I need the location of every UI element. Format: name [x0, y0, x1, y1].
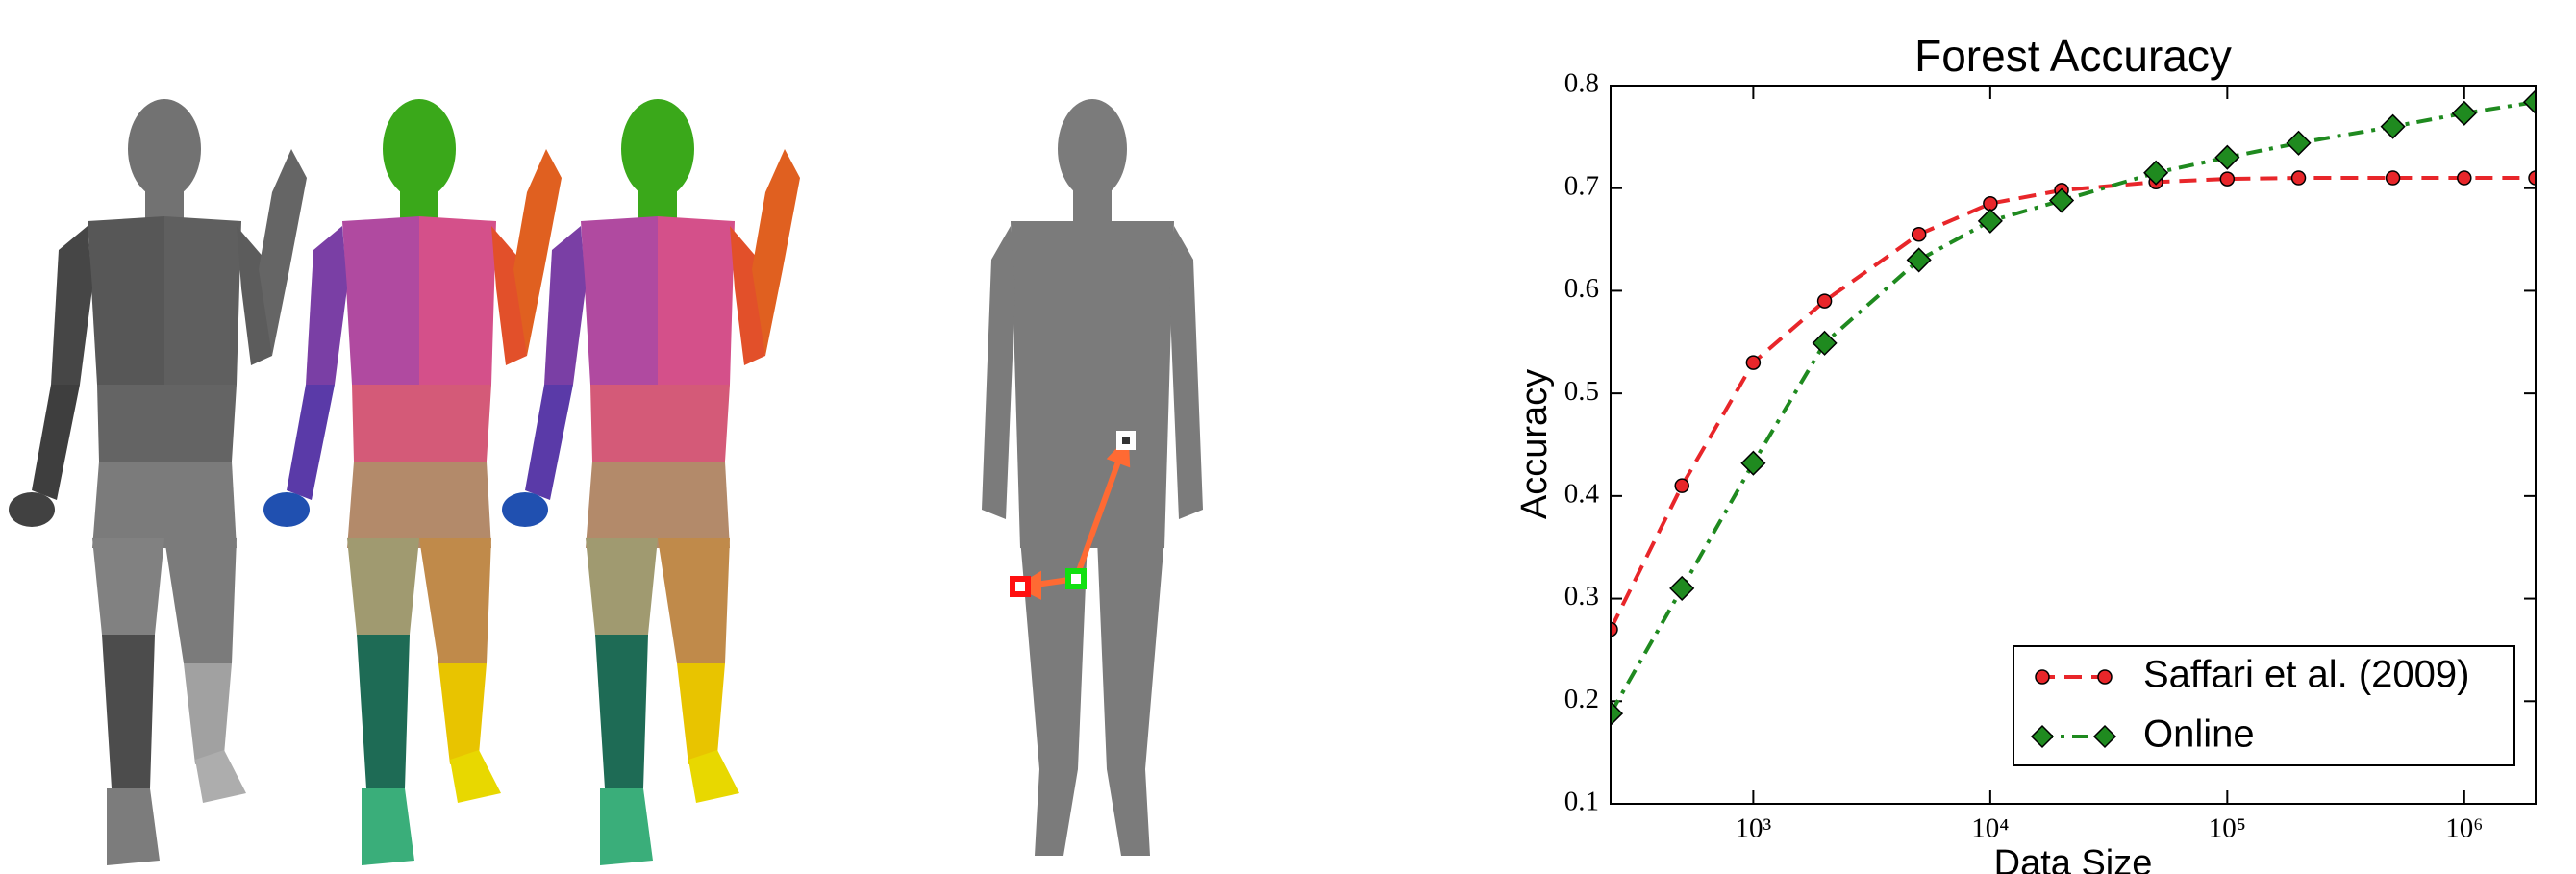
data-point: [2380, 113, 2406, 139]
data-point: [1983, 195, 1998, 212]
feature-illustration: [982, 99, 1203, 856]
series: [1611, 89, 2536, 727]
data-point: [2522, 89, 2536, 115]
series-line: [1611, 100, 2536, 715]
chart-title: Forest Accuracy: [1914, 31, 2232, 81]
legend-marker: [2092, 724, 2117, 749]
data-point: [1812, 330, 1838, 356]
plot-frame: [1610, 85, 2537, 805]
data-point: [2528, 170, 2536, 186]
x-axis-label: Data Size: [1994, 843, 2153, 874]
x-tick-label: 10⁵: [2209, 813, 2246, 844]
series-line: [1611, 176, 2536, 631]
y-tick-label: 0.4: [1564, 479, 1600, 510]
data-point: [1745, 355, 1762, 370]
data-point: [2286, 130, 2312, 156]
offset-probe: [1010, 576, 1031, 597]
legend-marker: [2030, 724, 2055, 749]
data-point: [2048, 187, 2075, 213]
y-tick-label: 0.6: [1564, 273, 1599, 304]
y-tick-label: 0.5: [1564, 376, 1599, 407]
x-tick-label: 10⁴: [1971, 813, 2009, 844]
data-point: [1740, 450, 1766, 476]
data-point: [1669, 575, 1695, 601]
data-point: [2214, 144, 2240, 170]
data-point: [2290, 170, 2307, 186]
x-tick-label: 10⁶: [2445, 813, 2483, 844]
reference-pixel: [1065, 568, 1087, 589]
legend-marker: [2035, 669, 2050, 685]
y-tick-label: 0.7: [1564, 170, 1599, 201]
y-tick-label: 0.3: [1564, 581, 1599, 612]
series: [1611, 170, 2536, 637]
data-point: [1674, 478, 1689, 493]
legend-label: Online: [2143, 713, 2255, 756]
y-tick-label: 0.8: [1564, 68, 1599, 99]
depth-image: [9, 99, 307, 865]
legend-box: [2013, 645, 2515, 766]
data-point: [2385, 170, 2401, 186]
data-point: [2219, 171, 2236, 187]
data-point: [1906, 247, 1932, 273]
data-point: [2457, 170, 2472, 186]
offset-probe-inner: [1122, 437, 1130, 444]
data-point: [2143, 160, 2169, 186]
data-point: [1611, 701, 1624, 727]
x-tick-label: 10³: [1736, 813, 1772, 844]
y-tick-label: 0.2: [1564, 684, 1599, 714]
data-point: [1611, 621, 1618, 637]
data-point: [1911, 226, 1927, 242]
legend: Saffari et al. (2009) Online: [2013, 645, 2515, 766]
data-point: [1977, 208, 2003, 234]
data-point: [2451, 100, 2477, 126]
ground-truth-labels: [263, 99, 562, 865]
y-axis-label: Accuracy: [1514, 369, 1555, 519]
y-tick-label: 0.1: [1564, 787, 1599, 817]
data-point: [1816, 293, 1833, 309]
legend-marker: [2097, 669, 2113, 685]
legend-label: Saffari et al. (2009): [2143, 654, 2469, 696]
